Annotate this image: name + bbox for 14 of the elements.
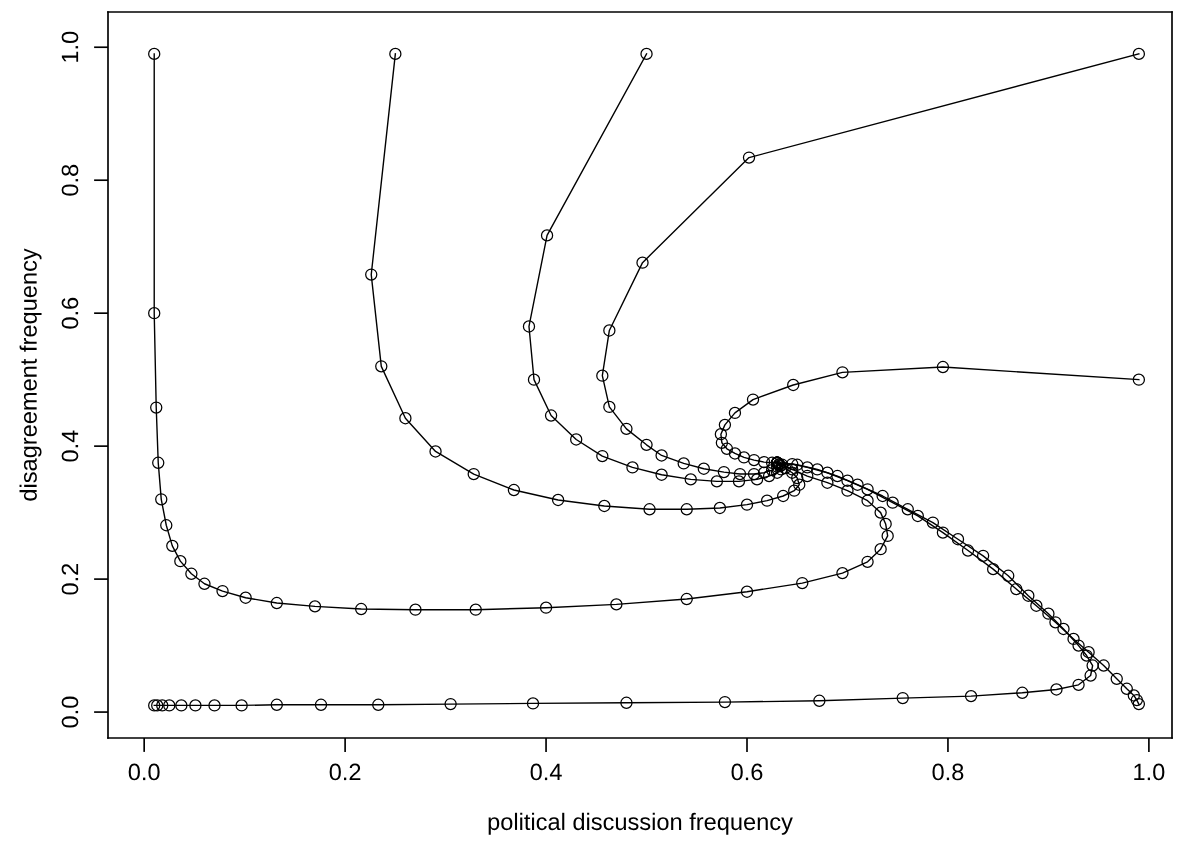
x-tick-label: 0.8	[932, 763, 964, 781]
y-tick-label: 0.0	[61, 696, 79, 728]
x-tick-label: 0.0	[128, 763, 160, 781]
x-tick-label: 0.4	[530, 763, 562, 781]
x-tick-label: 0.6	[731, 763, 763, 781]
y-tick-label: 0.6	[61, 297, 79, 329]
x-axis-title: political discussion frequency	[488, 812, 793, 835]
x-tick-label: 1.0	[1134, 763, 1165, 781]
y-tick-label: 0.8	[61, 164, 79, 196]
y-axis-title: disagreement frequency	[19, 248, 42, 501]
y-tick-label: 1.0	[61, 31, 79, 62]
y-tick-label: 0.4	[61, 430, 79, 462]
x-tick-label: 0.2	[329, 763, 361, 781]
y-tick-label: 0.2	[61, 563, 79, 595]
